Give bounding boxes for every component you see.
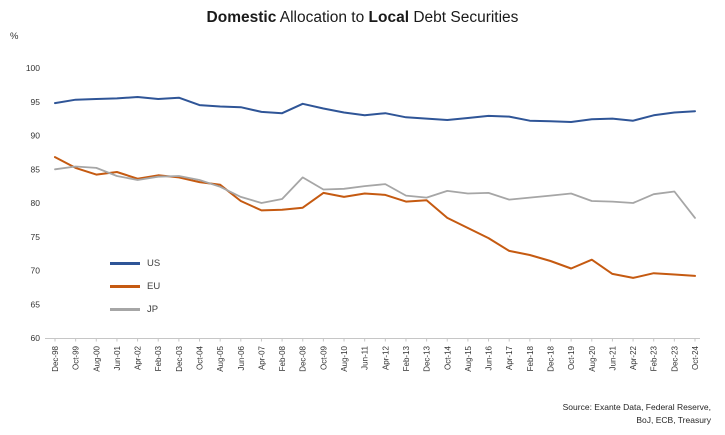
legend-label-eu: EU — [147, 281, 161, 292]
legend: US EU JP — [110, 252, 160, 321]
x-tick-label: Aug-00 — [92, 345, 101, 371]
x-tick-label: Dec-08 — [299, 345, 308, 371]
title-word-domestic: Domestic — [206, 9, 277, 26]
x-tick-label: Aug-15 — [464, 345, 473, 371]
title-word-local: Local — [368, 9, 410, 26]
y-tick-label: 95 — [31, 97, 41, 107]
x-tick-label: Aug-10 — [340, 345, 349, 371]
us-line — [54, 96, 696, 123]
source-line-1: Source: Exante Data, Federal Reserve, — [562, 401, 711, 412]
legend-label-us: US — [147, 258, 161, 269]
x-tick-label: Feb-23 — [650, 345, 659, 371]
chart-title: Domestic Allocation to Local Debt Securi… — [0, 9, 725, 27]
x-tick-label: Jun-01 — [113, 345, 122, 370]
x-tick-label: Oct-24 — [691, 345, 700, 370]
y-tick-label: 65 — [31, 299, 41, 309]
legend-swatch-us — [110, 262, 140, 265]
x-tick-label: Dec-23 — [670, 345, 679, 371]
y-tick-label: 60 — [31, 333, 41, 343]
x-tick-label: Jun-16 — [485, 345, 494, 370]
x-tick-label: Dec-98 — [51, 345, 60, 371]
x-tick-label: Apr-12 — [381, 345, 390, 370]
y-axis-unit-label: % — [10, 31, 19, 42]
jp-line — [54, 165, 696, 219]
title-mid-text: Allocation to — [276, 9, 369, 26]
x-tick-label: Apr-22 — [629, 345, 638, 370]
x-tick-label: Aug-20 — [588, 345, 597, 371]
x-tick-label: Jun-11 — [361, 345, 370, 369]
x-tick-label: Apr-07 — [257, 345, 266, 370]
x-tick-label: Jun-06 — [237, 345, 246, 370]
legend-label-jp: JP — [147, 304, 159, 315]
y-tick-label: 80 — [31, 198, 41, 208]
legend-item-eu: EU — [110, 275, 160, 298]
y-tick-label: 75 — [31, 232, 41, 242]
x-tick-label: Feb-18 — [526, 345, 535, 371]
x-tick-label: Oct-09 — [319, 345, 328, 370]
x-tick-label: Oct-99 — [72, 345, 81, 370]
x-tick-label: Feb-08 — [278, 345, 287, 371]
x-tick-label: Feb-03 — [154, 345, 163, 371]
title-rest-text: Debt Securities — [409, 9, 519, 26]
source-note: Source: Exante Data, Federal Reserve, Bo… — [563, 401, 711, 427]
legend-swatch-jp — [110, 308, 140, 311]
x-tick-label: Oct-14 — [443, 345, 452, 370]
y-tick-label: 85 — [31, 164, 41, 174]
x-tick-label: Jun-21 — [608, 345, 617, 370]
legend-item-us: US — [110, 252, 160, 275]
x-tick-label: Feb-13 — [402, 345, 411, 371]
eu-line — [54, 156, 696, 279]
source-line-2: BoJ, ECB, Treasury — [636, 414, 711, 425]
x-tick-label: Oct-19 — [567, 345, 576, 370]
x-tick-label: Dec-18 — [546, 345, 555, 371]
x-tick-label: Dec-03 — [175, 345, 184, 371]
legend-swatch-eu — [110, 285, 140, 288]
x-tick-label: Apr-17 — [505, 345, 514, 370]
x-tick-label: Aug-05 — [216, 345, 225, 371]
y-tick-label: 90 — [31, 131, 41, 141]
x-tick-label: Dec-13 — [423, 345, 432, 371]
y-tick-label: 70 — [31, 266, 41, 276]
legend-item-jp: JP — [110, 298, 160, 321]
x-tick-label: Apr-02 — [134, 345, 143, 370]
y-tick-label: 100 — [26, 63, 40, 73]
x-tick-label: Oct-04 — [196, 345, 205, 370]
